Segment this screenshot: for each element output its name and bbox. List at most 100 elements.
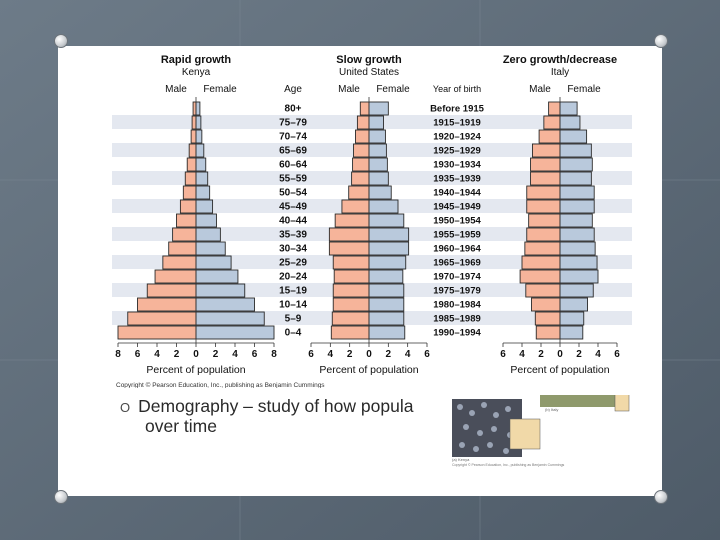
female-column-label: Female (203, 84, 237, 95)
birth-year-label: 1990–1994 (433, 328, 481, 339)
male-bar (534, 311, 561, 326)
x-tick-label: 6 (424, 349, 430, 360)
female-bar (368, 143, 387, 158)
x-tick-label: 0 (193, 349, 199, 360)
female-bar (559, 269, 599, 284)
x-tick-label: 0 (557, 349, 563, 360)
male-bar (190, 129, 197, 144)
female-bar (559, 171, 592, 186)
female-bar (559, 325, 584, 340)
female-bar (368, 101, 389, 116)
small-pyramid-photo-top (614, 395, 630, 412)
x-tick-label: 0 (366, 349, 372, 360)
population-pyramid-figure: Age Year of birth 80+ 75–79 70–74 65–69 60–64 5… (112, 48, 632, 389)
small-pyramid-photo (509, 418, 541, 450)
age-group-label: 10–14 (279, 300, 307, 311)
male-bar (351, 171, 370, 186)
age-group-label: 60–64 (279, 160, 307, 171)
male-bar (521, 255, 561, 270)
female-bar (368, 157, 388, 172)
female-bar (559, 101, 578, 116)
female-bar (368, 297, 405, 312)
male-bar (137, 297, 197, 312)
birth-year-label: 1940–1944 (433, 188, 481, 199)
age-group-label: 75–79 (279, 118, 307, 129)
pyramid-title: Slow growth (336, 54, 402, 66)
x-axis-label: Percent of population (510, 364, 609, 376)
age-group-label: 20–24 (279, 272, 307, 283)
x-tick-label: 4 (595, 349, 601, 360)
male-bar (538, 129, 561, 144)
pushpin-bottom-left-icon (54, 490, 68, 504)
birth-year-label: 1925–1929 (433, 146, 481, 157)
x-tick-label: 2 (576, 349, 582, 360)
birth-year-label: 1945–1949 (433, 202, 481, 213)
male-column-label: Male (165, 84, 187, 95)
female-bar (559, 241, 596, 256)
x-tick-label: 6 (614, 349, 620, 360)
birth-year-label: 1915–1919 (433, 118, 481, 129)
female-bar (559, 283, 594, 298)
pyramid-title: Zero growth/decrease (503, 54, 617, 66)
age-group-label: 15–19 (279, 286, 307, 297)
birth-year-label: 1965–1969 (433, 258, 481, 269)
x-tick-label: 2 (386, 349, 392, 360)
female-bar (195, 157, 207, 172)
male-bar (328, 227, 370, 242)
female-bar (559, 115, 581, 130)
age-group-label: 55–59 (279, 174, 307, 185)
female-bar (195, 255, 232, 270)
male-bar (117, 325, 197, 340)
male-bar (179, 199, 197, 214)
female-bar (195, 269, 239, 284)
male-bar (530, 171, 561, 186)
female-bar (559, 297, 588, 312)
bullet-text-line1: Demography – study of how popula (138, 396, 414, 416)
birth-year-label: 1920–1924 (433, 132, 481, 143)
male-bar (341, 199, 370, 214)
male-bar (332, 297, 370, 312)
female-bar (368, 115, 384, 130)
birth-year-label: 1935–1939 (433, 174, 481, 185)
female-bar (559, 199, 595, 214)
birth-year-label: 1980–1984 (433, 300, 481, 311)
male-bar (525, 283, 561, 298)
female-bar (368, 311, 405, 326)
female-bar (368, 171, 389, 186)
birth-year-label: 1960–1964 (433, 244, 481, 255)
female-bar (195, 129, 203, 144)
pyramid-subtitle: Italy (551, 67, 569, 78)
x-tick-label: 2 (213, 349, 219, 360)
year-of-birth-header: Year of birth (433, 84, 481, 94)
male-bar (172, 227, 197, 242)
female-bar (368, 185, 392, 200)
photo-caption-a: (a) Kenya (452, 457, 470, 462)
female-bar (368, 227, 410, 242)
male-bar (348, 185, 370, 200)
age-header: Age (284, 84, 302, 95)
birth-year-label: 1970–1974 (433, 272, 481, 283)
male-bar (176, 213, 197, 228)
female-bar (368, 199, 399, 214)
male-bar (184, 171, 197, 186)
male-bar (127, 311, 197, 326)
female-bar (559, 255, 598, 270)
male-bar (535, 325, 561, 340)
male-bar (532, 143, 561, 158)
age-group-label: 50–54 (279, 188, 307, 199)
birth-year-label: 1975–1979 (433, 286, 481, 297)
bullet-demography: O Demography – study of how popula over t… (120, 397, 580, 436)
male-bar (548, 101, 561, 116)
male-bar (524, 241, 561, 256)
female-column-label: Female (567, 84, 601, 95)
female-bar (559, 213, 593, 228)
x-tick-label: 2 (538, 349, 544, 360)
female-bar (195, 185, 211, 200)
age-group-label: 5–9 (285, 314, 302, 325)
x-tick-label: 6 (500, 349, 506, 360)
male-bar (328, 241, 370, 256)
bullet-marker: O (120, 400, 131, 415)
birth-year-label: 1950–1954 (433, 216, 481, 227)
female-bar (559, 143, 592, 158)
female-bar (368, 241, 410, 256)
